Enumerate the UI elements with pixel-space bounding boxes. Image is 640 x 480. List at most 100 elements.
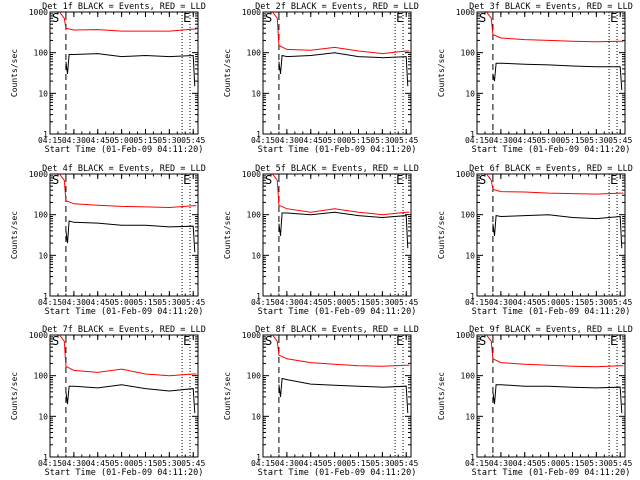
- y-axis-label: Counts/sec: [223, 211, 232, 259]
- x-tick-label: 04:15: [38, 298, 62, 307]
- series-line-black: [278, 377, 409, 414]
- x-axis: 04:15 04:30 04:45 05:00 05:15 05:30 05:45: [38, 335, 205, 468]
- x-axis-label: Start Time (01-Feb-09 04:11:20): [258, 145, 417, 155]
- chart-panel: Det 3f BLACK = Events, RED = LLD 1 10 100 10…: [437, 2, 633, 155]
- series-line-black: [492, 62, 623, 91]
- series-line-red: [486, 174, 624, 195]
- x-tick-label: 04:30: [275, 136, 299, 145]
- chart-panel: Det 2f BLACK = Events, RED = LLD 1 10 100 10…: [223, 2, 419, 155]
- start-marker: S: [265, 173, 272, 187]
- x-axis: 04:15 04:30 04:45 05:00 05:15 05:30 05:45: [38, 174, 205, 307]
- y-tick-label: 100: [461, 372, 476, 381]
- y-tick-label: 1: [470, 292, 475, 301]
- y-axis-label: Counts/sec: [437, 372, 446, 420]
- axis-frame: [49, 173, 199, 297]
- x-axis-label: Start Time (01-Feb-09 04:11:20): [258, 307, 417, 317]
- y-axis: 1 10 100 1000: [29, 170, 198, 301]
- x-tick-label: 04:45: [513, 459, 537, 468]
- y-axis: 1 10 100 1000: [29, 331, 198, 462]
- y-tick-label: 10: [251, 251, 261, 260]
- y-tick-label: 1: [43, 292, 48, 301]
- x-tick-label: 05:45: [608, 298, 632, 307]
- series-line-black: [65, 220, 196, 253]
- x-axis: 04:15 04:30 04:45 05:00 05:15 05:30 05:45: [38, 12, 205, 145]
- x-tick-label: 04:30: [62, 298, 86, 307]
- x-tick-label: 05:15: [346, 136, 370, 145]
- x-tick-label: 04:15: [465, 298, 489, 307]
- chart-panel: Det 6f BLACK = Events, RED = LLD 1 10 100 10…: [437, 164, 633, 317]
- y-tick-label: 10: [38, 412, 48, 421]
- chart-title: Det 2f BLACK = Events, RED = LLD: [255, 2, 419, 12]
- y-tick-label: 100: [247, 372, 262, 381]
- x-tick-label: 05:45: [608, 459, 632, 468]
- x-axis: 04:15 04:30 04:45 05:00 05:15 05:30 05:45: [465, 174, 632, 307]
- x-tick-label: 04:15: [38, 459, 62, 468]
- y-tick-label: 100: [34, 372, 49, 381]
- y-axis: 1 10 100 1000: [242, 8, 411, 139]
- x-tick-label: 05:00: [110, 136, 134, 145]
- y-tick-label: 1: [470, 453, 475, 462]
- end-marker: E: [183, 11, 190, 25]
- end-marker: E: [396, 334, 403, 348]
- end-marker: E: [396, 173, 403, 187]
- chart-panel: Det 8f BLACK = Events, RED = LLD 1 10 100 10…: [223, 325, 419, 478]
- x-tick-label: 04:15: [465, 136, 489, 145]
- x-tick-label: 05:15: [560, 459, 584, 468]
- y-tick-label: 1000: [242, 331, 261, 340]
- axis-frame: [476, 173, 626, 297]
- series-line-red: [59, 335, 197, 377]
- start-marker: S: [52, 334, 59, 348]
- start-marker: S: [479, 334, 486, 348]
- y-tick-label: 1000: [456, 8, 475, 17]
- x-tick-label: 05:30: [157, 298, 181, 307]
- y-tick-label: 10: [38, 89, 48, 98]
- x-tick-label: 05:45: [181, 136, 205, 145]
- x-tick-label: 05:00: [537, 298, 561, 307]
- start-marker: S: [479, 11, 486, 25]
- x-tick-label: 05:00: [323, 298, 347, 307]
- chart-title: Det 8f BLACK = Events, RED = LLD: [255, 325, 419, 335]
- x-tick-label: 05:15: [133, 298, 157, 307]
- series-line-red: [59, 174, 197, 209]
- x-tick-label: 04:45: [513, 136, 537, 145]
- series-line-red: [272, 12, 410, 55]
- end-marker: E: [610, 11, 617, 25]
- axis-frame: [262, 173, 412, 297]
- y-axis-label: Counts/sec: [10, 372, 19, 420]
- chart-panel: Det 9f BLACK = Events, RED = LLD 1 10 100 10…: [437, 325, 633, 478]
- x-tick-label: 05:30: [157, 136, 181, 145]
- x-tick-label: 04:45: [299, 459, 323, 468]
- x-axis: 04:15 04:30 04:45 05:00 05:15 05:30 05:45: [251, 12, 418, 145]
- y-tick-label: 1: [43, 453, 48, 462]
- x-tick-label: 04:45: [299, 136, 323, 145]
- x-axis-label: Start Time (01-Feb-09 04:11:20): [45, 468, 204, 478]
- chart-panel: Det 4f BLACK = Events, RED = LLD 1 10 100 10…: [10, 164, 206, 317]
- x-tick-label: 05:30: [584, 459, 608, 468]
- x-tick-label: 05:30: [370, 136, 394, 145]
- x-tick-label: 04:15: [251, 298, 275, 307]
- x-tick-label: 05:00: [537, 459, 561, 468]
- x-tick-label: 05:15: [133, 136, 157, 145]
- y-axis: 1 10 100 1000: [242, 331, 411, 462]
- y-axis-label: Counts/sec: [10, 211, 19, 259]
- y-axis-label: Counts/sec: [437, 49, 446, 97]
- chart-title: Det 6f BLACK = Events, RED = LLD: [469, 164, 633, 174]
- y-tick-label: 1: [256, 130, 261, 139]
- x-tick-label: 04:30: [275, 459, 299, 468]
- x-tick-label: 05:15: [133, 459, 157, 468]
- x-tick-label: 05:30: [584, 298, 608, 307]
- series-line-black: [65, 384, 196, 414]
- x-tick-label: 04:30: [489, 459, 513, 468]
- x-axis: 04:15 04:30 04:45 05:00 05:15 05:30 05:45: [465, 335, 632, 468]
- y-axis-label: Counts/sec: [223, 49, 232, 97]
- y-tick-label: 1000: [456, 170, 475, 179]
- x-tick-label: 05:00: [110, 459, 134, 468]
- chart-title: Det 3f BLACK = Events, RED = LLD: [469, 2, 633, 12]
- series-line-red: [59, 12, 197, 32]
- y-tick-label: 1000: [29, 8, 48, 17]
- y-tick-label: 1000: [456, 331, 475, 340]
- y-tick-label: 100: [461, 49, 476, 58]
- x-tick-label: 05:00: [537, 136, 561, 145]
- axis-frame: [476, 11, 626, 135]
